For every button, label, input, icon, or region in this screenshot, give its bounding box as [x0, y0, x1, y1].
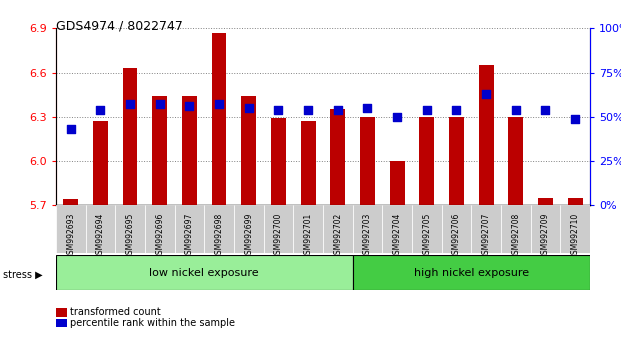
Bar: [560, 205, 590, 253]
Bar: [93, 121, 108, 205]
Text: GSM992697: GSM992697: [185, 212, 194, 259]
Point: [125, 102, 135, 107]
Bar: [293, 205, 323, 253]
Bar: [383, 205, 412, 253]
Bar: [56, 205, 86, 253]
Text: GSM992696: GSM992696: [155, 212, 164, 259]
Text: high nickel exposure: high nickel exposure: [414, 268, 529, 278]
Bar: [234, 205, 263, 253]
Bar: [530, 205, 560, 253]
Bar: [204, 205, 234, 253]
Point: [540, 107, 550, 113]
Text: GSM992710: GSM992710: [571, 212, 579, 259]
Bar: [116, 205, 145, 253]
Text: GSM992702: GSM992702: [333, 212, 342, 259]
Bar: [568, 198, 582, 205]
Bar: [271, 118, 286, 205]
Text: low nickel exposure: low nickel exposure: [150, 268, 259, 278]
Bar: [330, 109, 345, 205]
Text: GSM992700: GSM992700: [274, 212, 283, 259]
Bar: [353, 255, 590, 290]
Bar: [212, 33, 227, 205]
Text: stress ▶: stress ▶: [3, 269, 43, 279]
Bar: [501, 205, 530, 253]
Bar: [175, 205, 204, 253]
Bar: [419, 117, 434, 205]
Text: GSM992701: GSM992701: [304, 212, 312, 259]
Text: GSM992709: GSM992709: [541, 212, 550, 259]
Point: [422, 107, 432, 113]
Bar: [449, 117, 464, 205]
Point: [96, 107, 106, 113]
Text: GSM992704: GSM992704: [392, 212, 402, 259]
Point: [363, 105, 373, 111]
Point: [303, 107, 313, 113]
Bar: [152, 96, 167, 205]
Bar: [63, 199, 78, 205]
Text: GSM992699: GSM992699: [244, 212, 253, 259]
Bar: [323, 205, 353, 253]
Point: [333, 107, 343, 113]
Point: [244, 105, 254, 111]
Text: GSM992695: GSM992695: [125, 212, 135, 259]
Point: [66, 126, 76, 132]
Bar: [360, 117, 375, 205]
Text: GSM992706: GSM992706: [452, 212, 461, 259]
Point: [570, 116, 580, 121]
Text: percentile rank within the sample: percentile rank within the sample: [70, 318, 235, 328]
Bar: [479, 65, 494, 205]
Text: transformed count: transformed count: [70, 307, 160, 317]
Bar: [389, 161, 404, 205]
Bar: [353, 205, 383, 253]
Point: [214, 102, 224, 107]
Bar: [538, 198, 553, 205]
Text: GSM992705: GSM992705: [422, 212, 431, 259]
Point: [184, 103, 194, 109]
Text: GSM992693: GSM992693: [66, 212, 75, 259]
Bar: [471, 205, 501, 253]
Bar: [145, 205, 175, 253]
Bar: [122, 68, 137, 205]
Bar: [301, 121, 315, 205]
Bar: [442, 205, 471, 253]
Point: [155, 102, 165, 107]
Bar: [242, 96, 256, 205]
Bar: [56, 255, 353, 290]
Point: [273, 107, 283, 113]
Text: GSM992703: GSM992703: [363, 212, 372, 259]
Text: GSM992708: GSM992708: [511, 212, 520, 259]
Bar: [412, 205, 442, 253]
Point: [511, 107, 521, 113]
Point: [451, 107, 461, 113]
Bar: [86, 205, 116, 253]
Text: GSM992707: GSM992707: [482, 212, 491, 259]
Point: [481, 91, 491, 97]
Bar: [509, 117, 523, 205]
Text: GSM992694: GSM992694: [96, 212, 105, 259]
Text: GDS4974 / 8022747: GDS4974 / 8022747: [56, 19, 183, 33]
Text: GSM992698: GSM992698: [215, 212, 224, 259]
Point: [392, 114, 402, 120]
Bar: [182, 96, 197, 205]
Bar: [263, 205, 293, 253]
